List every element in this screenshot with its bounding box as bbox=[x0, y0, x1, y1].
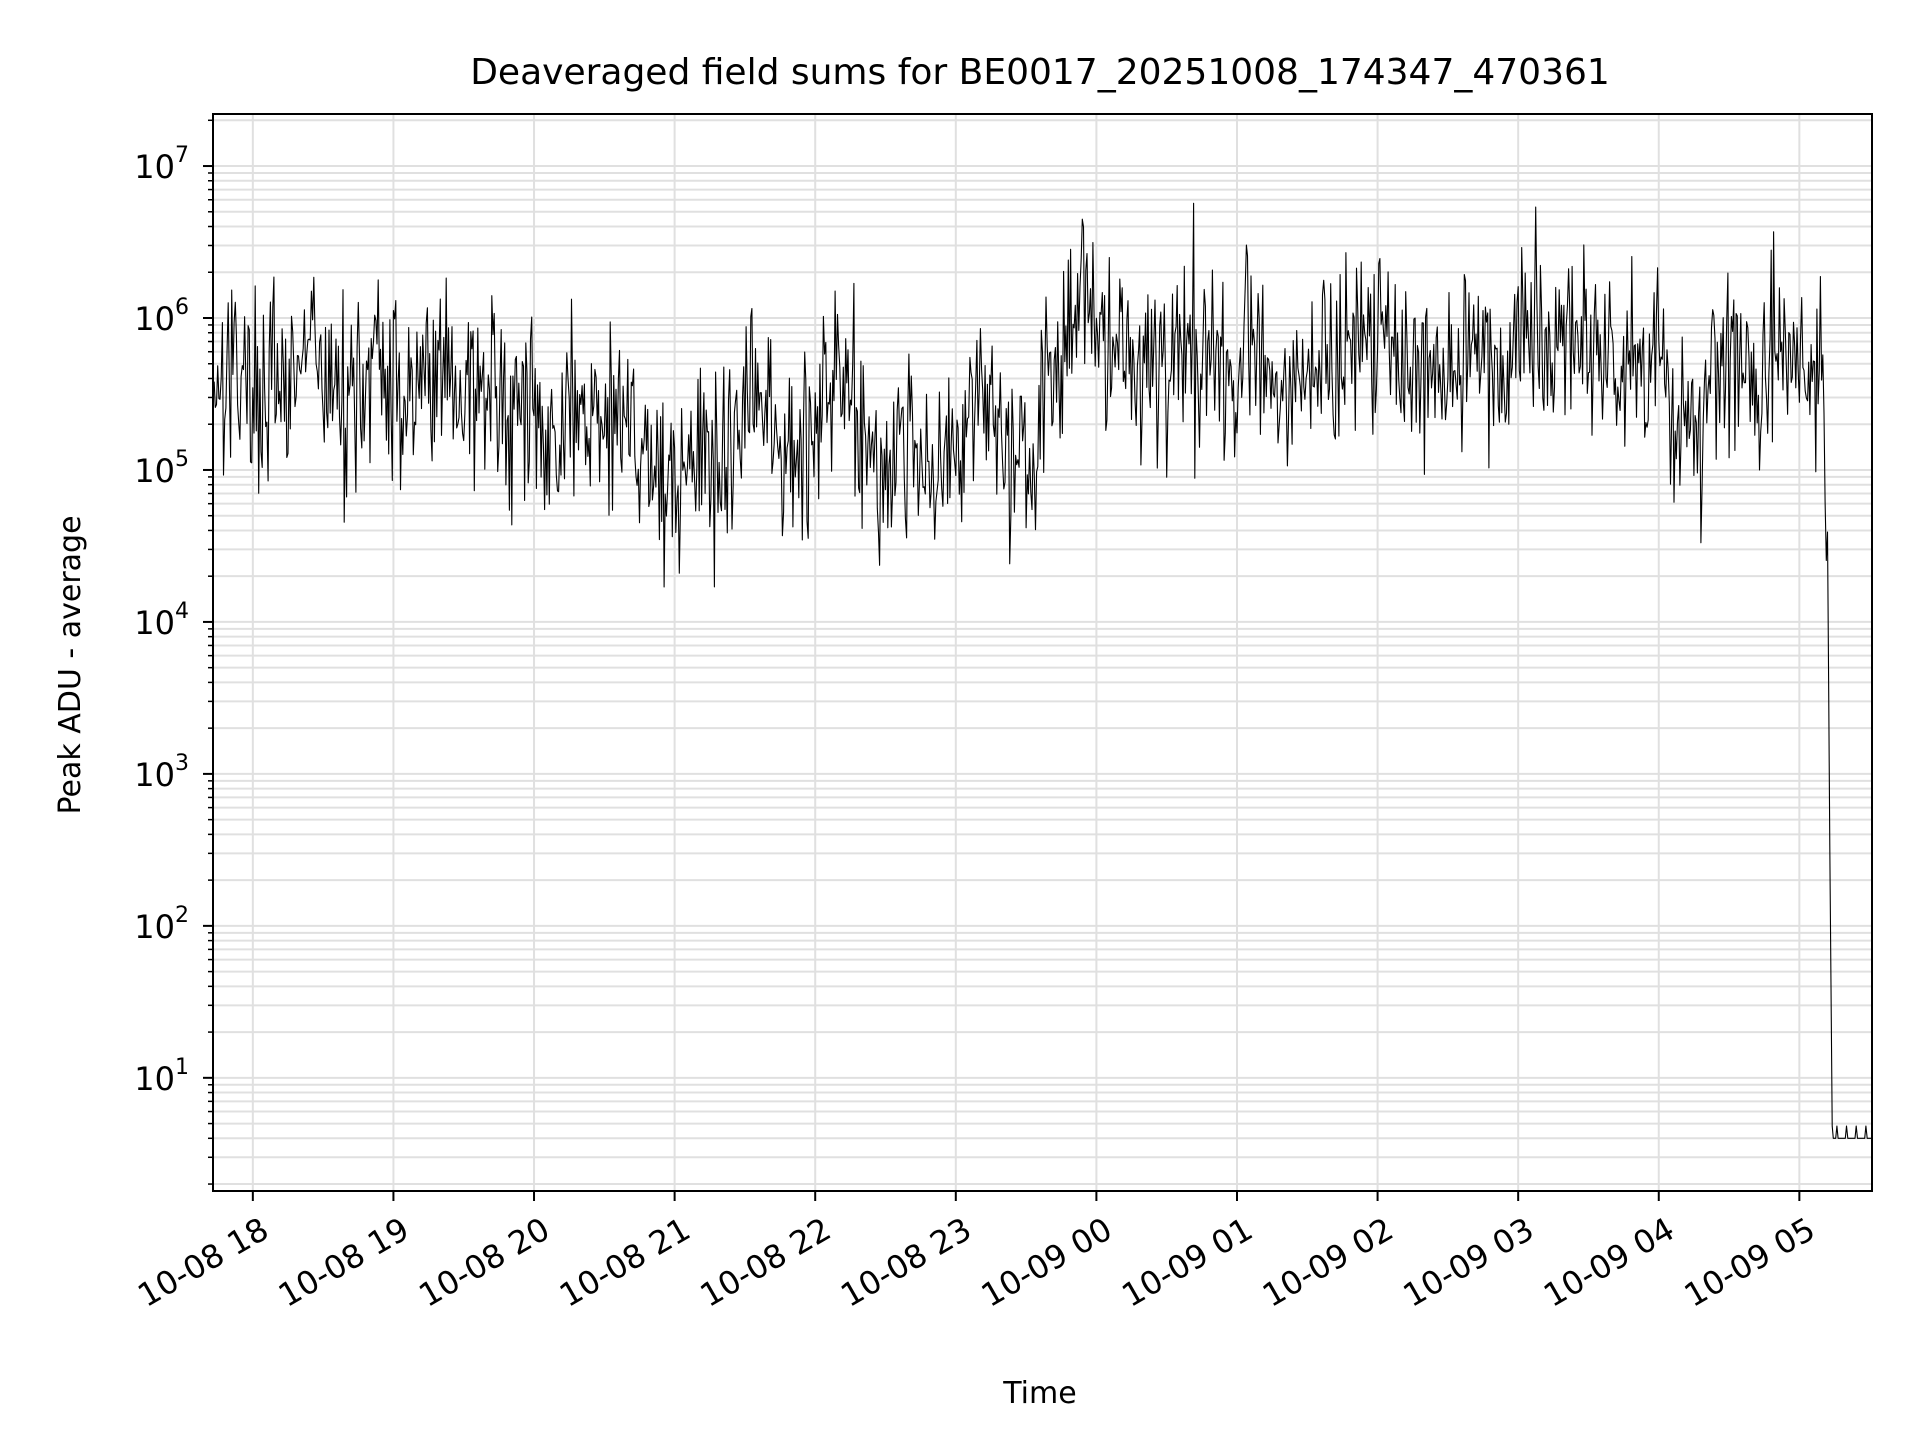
y-tick-label: 101 bbox=[134, 1055, 189, 1098]
x-axis-label: Time bbox=[1002, 1376, 1076, 1411]
y-tick-label: 102 bbox=[134, 903, 189, 946]
y-tick-label: 104 bbox=[134, 599, 189, 642]
y-tick-label: 106 bbox=[134, 295, 189, 338]
grid bbox=[213, 114, 1872, 1191]
chart-title: Deaveraged field sums for BE0017_2025100… bbox=[470, 52, 1610, 93]
series-line bbox=[212, 202, 1872, 1139]
y-axis-label: Peak ADU - average bbox=[53, 515, 88, 814]
axes-frame bbox=[212, 113, 1873, 1192]
y-tick-label: 103 bbox=[134, 751, 189, 794]
plot-area bbox=[212, 202, 1872, 1139]
y-tick-label: 107 bbox=[134, 143, 189, 186]
y-tick-label: 105 bbox=[134, 447, 189, 490]
